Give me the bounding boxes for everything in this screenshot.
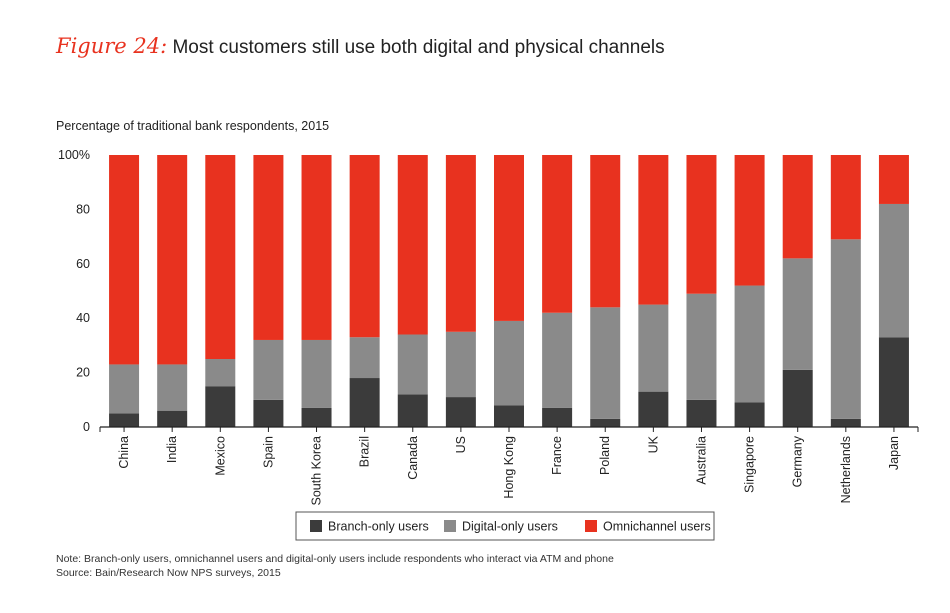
bar-segment-digital-only-users <box>782 258 813 370</box>
bar-segment-omnichannel-users <box>542 155 573 313</box>
bar-segment-omnichannel-users <box>397 155 428 335</box>
bar-segment-branch-only-users <box>542 407 573 427</box>
x-tick-label: France <box>550 436 564 475</box>
bar-segment-omnichannel-users <box>301 155 332 340</box>
bar-segment-branch-only-users <box>830 418 861 427</box>
bar-segment-branch-only-users <box>638 391 669 427</box>
x-tick-label: Hong Kong <box>502 436 516 499</box>
bar-segment-omnichannel-users <box>494 155 524 321</box>
y-tick-label: 20 <box>76 366 90 380</box>
legend-box <box>295 511 715 541</box>
bar-segment-digital-only-users <box>542 312 573 408</box>
legend-label: Omnichannel users <box>603 520 711 534</box>
x-tick-label: Canada <box>406 436 420 480</box>
bar-segment-branch-only-users <box>253 399 284 427</box>
bar-segment-branch-only-users <box>349 378 380 427</box>
bar-segment-branch-only-users <box>734 402 765 427</box>
bar-segment-digital-only-users <box>445 331 476 398</box>
legend-swatch <box>585 520 597 532</box>
bar-segment-omnichannel-users <box>686 155 717 294</box>
bar-segment-digital-only-users <box>638 304 669 392</box>
y-tick-label: 100% <box>58 148 90 162</box>
bar-segment-digital-only-users <box>253 339 284 400</box>
figure-label: Figure 24: <box>56 34 168 58</box>
chart-note: Note: Branch-only users, omnichannel use… <box>56 553 614 565</box>
bar-segment-branch-only-users <box>157 410 188 427</box>
x-tick-label: China <box>117 436 131 469</box>
x-tick-label: US <box>454 436 468 453</box>
bar-segment-digital-only-users <box>734 285 765 403</box>
bar-segment-omnichannel-users <box>253 155 284 340</box>
bar-segment-omnichannel-users <box>830 155 861 240</box>
bar-segment-branch-only-users <box>590 418 621 427</box>
x-tick-label: Mexico <box>213 436 227 476</box>
bar-segment-omnichannel-users <box>878 155 909 204</box>
x-tick-label: Brazil <box>358 436 372 467</box>
bar-segment-omnichannel-users <box>445 155 476 332</box>
bar-segment-digital-only-users <box>157 364 188 411</box>
legend-label: Branch-only users <box>328 520 429 534</box>
bar-segment-branch-only-users <box>397 394 428 427</box>
x-tick-label: Poland <box>598 436 612 475</box>
bar-segment-digital-only-users <box>830 239 861 419</box>
bar-segment-digital-only-users <box>590 307 621 419</box>
bar-segment-branch-only-users <box>494 405 524 427</box>
bar-segment-digital-only-users <box>349 337 380 379</box>
bar-segment-digital-only-users <box>397 334 428 395</box>
bar-segment-omnichannel-users <box>734 155 765 286</box>
bar-segment-branch-only-users <box>445 397 476 427</box>
bar-segment-omnichannel-users <box>349 155 380 338</box>
chart-subtitle: Percentage of traditional bank responden… <box>56 119 330 133</box>
legend-swatch <box>444 520 456 532</box>
bar-segment-omnichannel-users <box>157 155 188 365</box>
y-tick-label: 40 <box>76 311 90 325</box>
legend-label: Digital-only users <box>462 520 558 534</box>
bar-segment-branch-only-users <box>782 369 813 427</box>
bar-segment-branch-only-users <box>205 386 236 427</box>
bar-segment-digital-only-users <box>205 359 236 387</box>
bar-segment-omnichannel-users <box>638 155 669 305</box>
bar-segment-omnichannel-users <box>205 155 236 359</box>
bar-segment-omnichannel-users <box>782 155 813 259</box>
bar-segment-omnichannel-users <box>590 155 621 308</box>
x-tick-label: Singapore <box>743 436 757 493</box>
bar-segment-digital-only-users <box>301 339 332 408</box>
y-tick-label: 0 <box>83 420 90 434</box>
x-tick-label: Spain <box>261 436 275 468</box>
figure-title: Figure 24: Most customers still use both… <box>56 34 665 59</box>
bar-segment-digital-only-users <box>109 364 140 414</box>
x-tick-label: Australia <box>694 436 708 485</box>
y-tick-label: 80 <box>76 202 90 216</box>
bar-segment-branch-only-users <box>686 399 717 427</box>
legend-swatch <box>310 520 322 532</box>
figure-title-text: Most customers still use both digital an… <box>172 37 665 58</box>
bar-segment-digital-only-users <box>686 293 717 400</box>
bar-segment-digital-only-users <box>494 320 524 406</box>
x-tick-label: Netherlands <box>839 436 853 503</box>
x-tick-label: UK <box>646 435 660 453</box>
bar-segment-branch-only-users <box>878 337 909 427</box>
bar-segment-omnichannel-users <box>109 155 140 365</box>
x-tick-label: South Korea <box>310 436 324 506</box>
x-tick-label: Japan <box>887 436 901 470</box>
bar-segment-branch-only-users <box>301 407 332 427</box>
bar-segment-branch-only-users <box>109 413 140 427</box>
y-tick-label: 60 <box>76 257 90 271</box>
bar-segment-digital-only-users <box>878 203 909 338</box>
x-tick-label: India <box>165 436 179 463</box>
chart-source: Source: Bain/Research Now NPS surveys, 2… <box>56 567 281 579</box>
x-tick-label: Germany <box>791 435 805 487</box>
